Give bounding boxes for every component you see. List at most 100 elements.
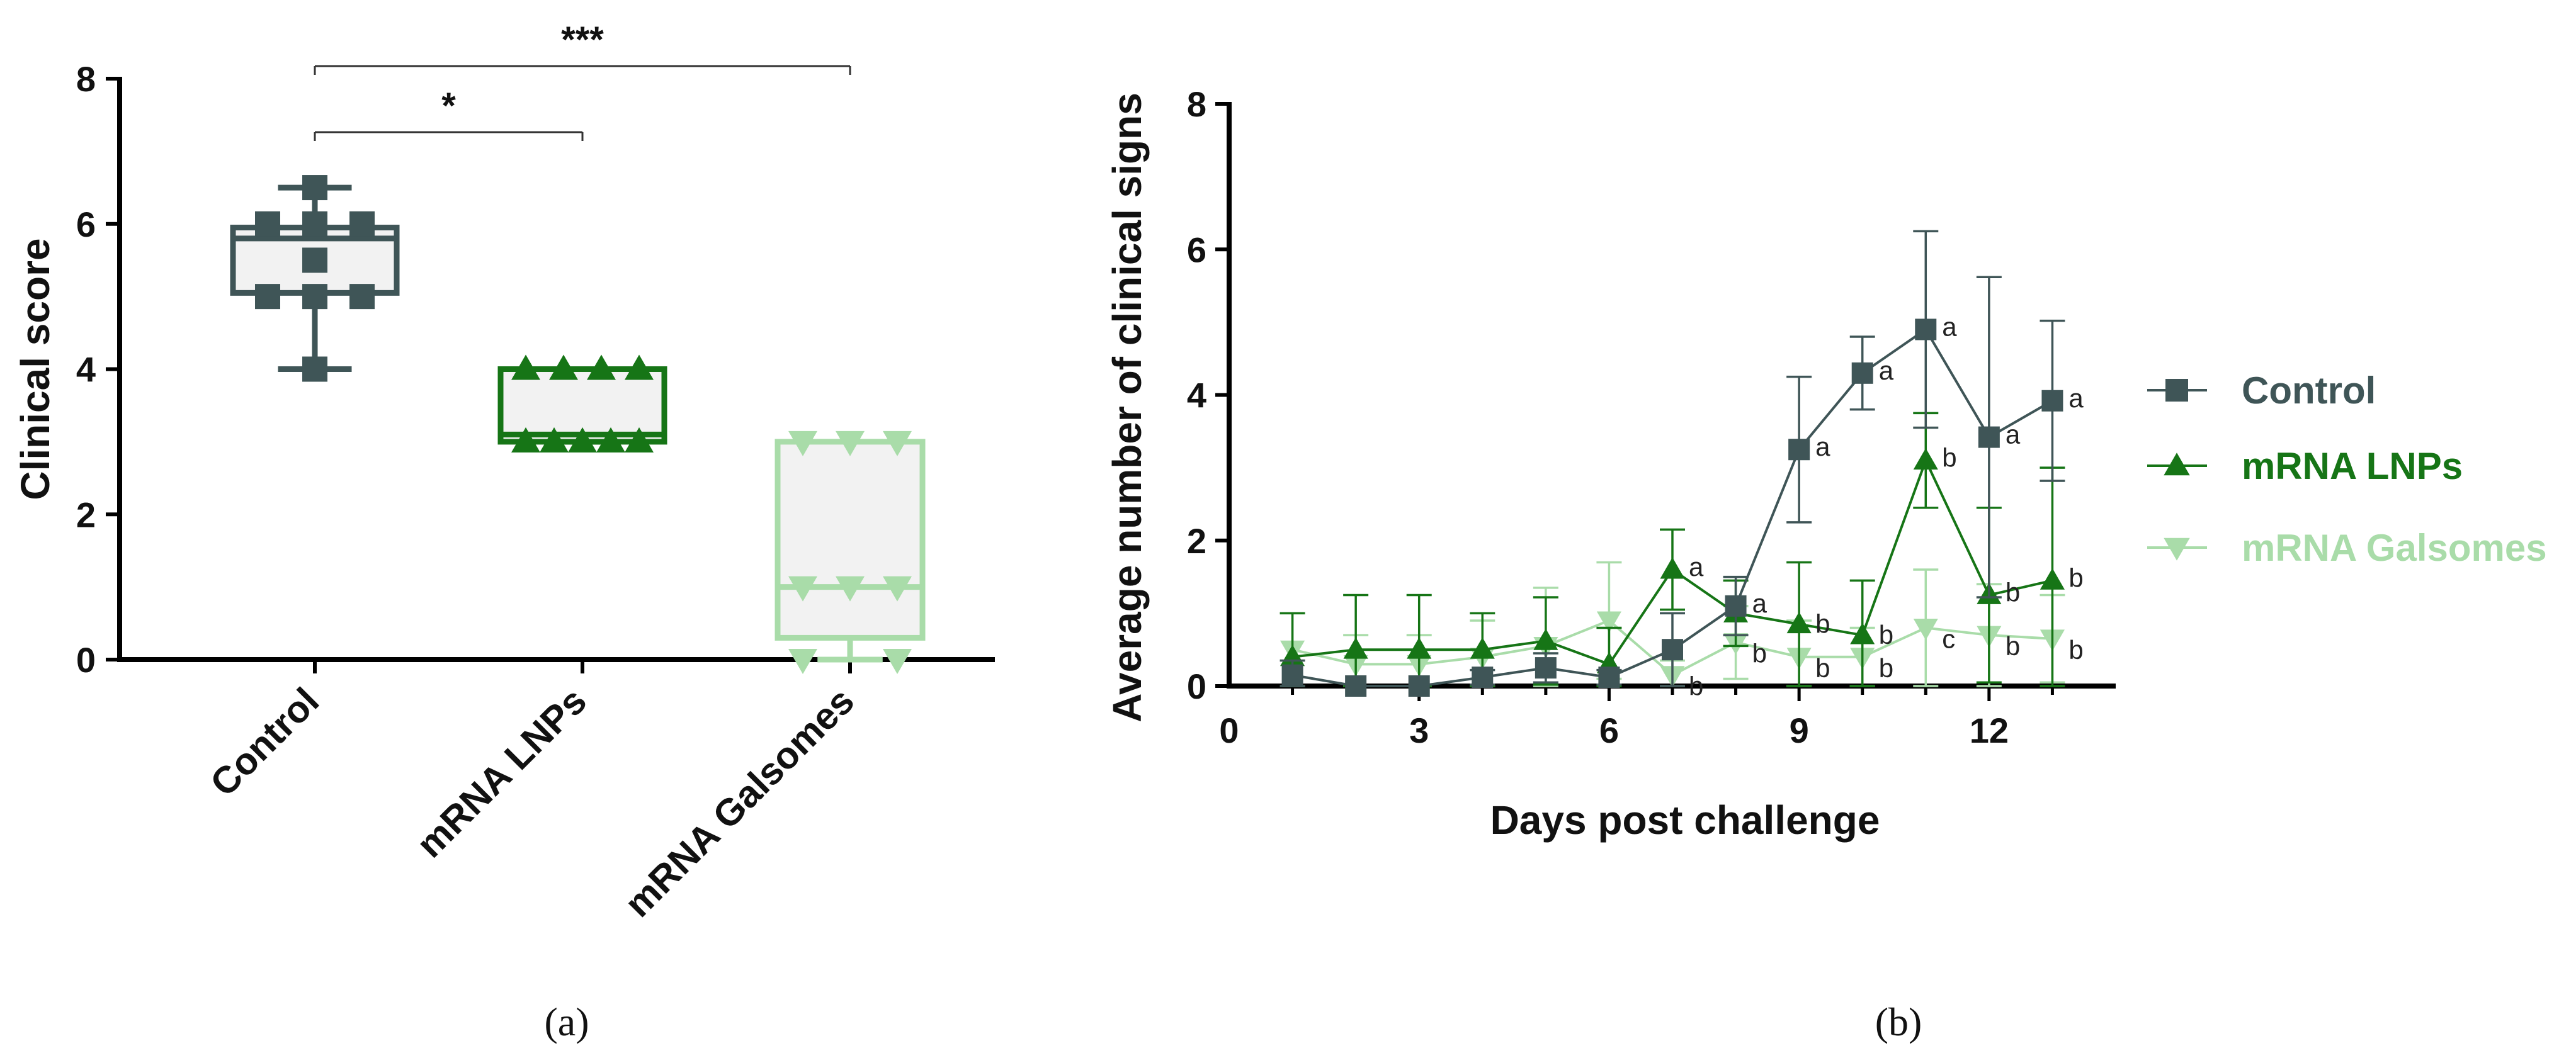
y-tick-label: 6 bbox=[1187, 230, 1206, 269]
x-tick-label: Control bbox=[202, 680, 327, 804]
x-tick-label: 3 bbox=[1409, 711, 1429, 750]
significance-letter: b bbox=[1815, 653, 1830, 683]
data-point bbox=[255, 211, 280, 237]
significance-letter: c bbox=[1942, 624, 1955, 654]
box-3 bbox=[775, 431, 926, 674]
data-point bbox=[1533, 628, 1558, 650]
data-point bbox=[549, 354, 578, 380]
data-point bbox=[1407, 637, 1432, 659]
panel-label-b: (b) bbox=[1875, 999, 1922, 1044]
significance-letter: a bbox=[1752, 588, 1767, 618]
data-point bbox=[1978, 426, 2000, 448]
data-point bbox=[302, 211, 327, 237]
data-point bbox=[1851, 362, 1873, 384]
significance-letter: a bbox=[2068, 383, 2084, 413]
significance-letter: b bbox=[2006, 631, 2020, 661]
data-point bbox=[511, 427, 540, 453]
y-tick-label: 4 bbox=[76, 350, 96, 390]
data-point bbox=[1343, 637, 1368, 659]
data-point bbox=[788, 431, 817, 456]
y-tick-label: 6 bbox=[76, 205, 96, 244]
data-point bbox=[788, 576, 817, 602]
data-point bbox=[568, 427, 597, 453]
data-point bbox=[1281, 664, 1303, 686]
data-point bbox=[1662, 639, 1683, 661]
significance-letter: a bbox=[2006, 420, 2021, 449]
y-tick-label: 2 bbox=[1187, 521, 1206, 561]
significance-letter: a bbox=[1879, 356, 1894, 385]
y-tick-label: 0 bbox=[76, 640, 96, 680]
x-tick-label: mRNA LNPs bbox=[409, 680, 595, 866]
data-point bbox=[302, 356, 327, 382]
data-point bbox=[1915, 318, 1937, 340]
y-axis-label: Average number of clinical signs bbox=[1104, 93, 1150, 723]
data-point bbox=[625, 427, 654, 453]
data-point bbox=[1535, 657, 1557, 679]
box-iqr bbox=[775, 439, 926, 641]
series-mrna-galsomes: bb b bc b b bbox=[1279, 561, 2084, 701]
y-tick-label: 8 bbox=[1187, 84, 1206, 124]
y-tick-label: 4 bbox=[1187, 376, 1206, 415]
significance-letter: b bbox=[2068, 563, 2083, 592]
data-point bbox=[625, 354, 654, 380]
y-axis-label: Clinical score bbox=[13, 238, 58, 500]
data-point bbox=[1786, 612, 1812, 634]
data-point bbox=[1913, 619, 1938, 641]
data-point bbox=[540, 427, 569, 453]
significance-letter: a bbox=[1942, 312, 1957, 341]
chart-a-box-plot: 0 2 4 6 8 Clinical score Control mRNA LNPs mRNA … bbox=[13, 20, 995, 925]
legend-entry-mrna-lnps: mRNA LNPs bbox=[2147, 445, 2463, 487]
data-point bbox=[836, 576, 865, 602]
x-tick-label: 0 bbox=[1219, 711, 1239, 750]
y-tick-label: 2 bbox=[76, 495, 96, 534]
data-point bbox=[1660, 557, 1685, 579]
significance-letter: b bbox=[1879, 653, 1893, 683]
data-point bbox=[1788, 439, 1810, 461]
panel-label-a: (a) bbox=[544, 999, 589, 1044]
x-tick-label: 12 bbox=[1970, 711, 2009, 750]
x-tick-label: 6 bbox=[1599, 711, 1619, 750]
data-point bbox=[1598, 667, 1620, 689]
data-point bbox=[1596, 611, 1621, 633]
data-point bbox=[1472, 667, 1494, 689]
data-point bbox=[255, 284, 280, 310]
data-point bbox=[587, 354, 616, 380]
legend-label: mRNA LNPs bbox=[2242, 445, 2463, 487]
data-point bbox=[1470, 637, 1495, 659]
significance-letter: b bbox=[1689, 672, 1703, 701]
data-point bbox=[883, 576, 912, 602]
data-point bbox=[596, 427, 625, 453]
data-point bbox=[883, 649, 912, 674]
series-control: a a a a a a bbox=[1279, 230, 2084, 697]
significance-letter: b bbox=[1752, 639, 1767, 668]
y-tick-label: 8 bbox=[76, 59, 96, 99]
data-point bbox=[1913, 448, 1938, 470]
data-point bbox=[302, 247, 327, 273]
data-point bbox=[2040, 568, 2065, 590]
y-tick-label: 0 bbox=[1187, 667, 1206, 706]
data-point bbox=[883, 431, 912, 456]
legend-entry-control: Control bbox=[2147, 369, 2376, 412]
data-point bbox=[302, 175, 327, 201]
legend-label: Control bbox=[2242, 369, 2376, 412]
x-axis-label: Days post challenge bbox=[1490, 797, 1880, 843]
box-2 bbox=[497, 354, 667, 453]
chart-b-line-plot: 0 2 4 6 8 0 3 6 9 12 Days post challenge Average nu… bbox=[1104, 84, 2116, 843]
data-point bbox=[2041, 390, 2063, 412]
data-point bbox=[788, 649, 817, 674]
chart-b-legend: Control mRNA LNPs mRNA Galsomes bbox=[2147, 369, 2547, 569]
significance-letter: b bbox=[1815, 609, 1830, 639]
significance-label: * bbox=[441, 86, 456, 127]
legend-marker bbox=[2164, 537, 2190, 561]
data-point bbox=[349, 284, 375, 310]
legend-entry-mrna-galsomes: mRNA Galsomes bbox=[2147, 527, 2547, 569]
legend-marker bbox=[2164, 453, 2190, 476]
x-tick-label: 9 bbox=[1790, 711, 1809, 750]
box-1 bbox=[230, 175, 400, 382]
data-point bbox=[1345, 675, 1367, 697]
legend-label: mRNA Galsomes bbox=[2242, 527, 2547, 569]
data-point bbox=[302, 284, 327, 310]
x-tick-label: mRNA Galsomes bbox=[616, 680, 862, 925]
significance-label: *** bbox=[561, 20, 604, 60]
